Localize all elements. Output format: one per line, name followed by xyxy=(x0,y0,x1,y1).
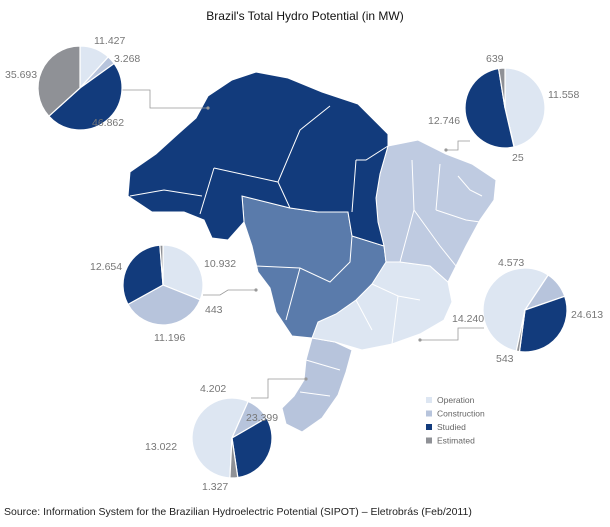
data-label-south-estimated: 1.327 xyxy=(202,481,228,493)
map-border-northeast xyxy=(399,159,483,267)
legend: Operation Construction Studied Estimated xyxy=(426,395,485,446)
pie-slice-southeast-estimated xyxy=(515,309,526,353)
data-label-northeast-estimated: 639 xyxy=(486,53,504,65)
pie-slice-north-estimated xyxy=(37,45,81,118)
data-label-center-west-estimated: 443 xyxy=(205,304,223,316)
map-border-north xyxy=(129,105,389,215)
pie-slice-south-estimated xyxy=(229,437,239,479)
legend-label-studied: Studied xyxy=(437,422,466,432)
pie-slice-south-studied xyxy=(231,417,273,479)
source-note: Source: Information System for the Brazi… xyxy=(4,506,472,518)
pie-southeast: 24.613 4.573 14.240 543 xyxy=(418,257,603,365)
leader-end-center-west xyxy=(254,288,258,292)
chart-title: Brazil's Total Hydro Potential (in MW) xyxy=(206,9,404,23)
map-region-northeast xyxy=(375,139,497,283)
map-border-south xyxy=(299,359,341,397)
data-label-center-west-operation: 10.932 xyxy=(204,258,236,270)
map-border-southeast xyxy=(355,283,421,345)
pie-slice-northeast-operation xyxy=(504,67,546,148)
pie-northeast: 11.558 25 12.746 639 xyxy=(428,53,579,164)
pie-slice-center-west-estimated xyxy=(159,244,164,286)
leader-line-south xyxy=(251,378,306,399)
pie-slice-southeast-operation xyxy=(482,267,550,352)
pie-slice-center-west-studied xyxy=(122,244,164,306)
pie-slice-south-operation xyxy=(191,397,249,479)
data-label-north-studied: 46.862 xyxy=(92,117,124,129)
data-label-northeast-construction: 25 xyxy=(512,152,524,164)
data-label-north-operation: 11.427 xyxy=(94,35,125,47)
leader-line-southeast xyxy=(420,327,484,341)
map-region-south xyxy=(281,337,353,433)
data-label-southeast-estimated: 543 xyxy=(496,353,514,365)
data-label-south-operation: 23.399 xyxy=(246,412,278,424)
leader-end-north xyxy=(206,106,210,110)
data-label-southeast-construction: 4.573 xyxy=(498,257,524,269)
legend-label-estimated: Estimated xyxy=(437,436,475,446)
map-border-center-west xyxy=(255,235,353,321)
data-label-southeast-operation: 24.613 xyxy=(571,309,603,321)
leader-end-southeast xyxy=(418,338,422,342)
leader-line-center-west xyxy=(203,289,256,296)
legend-swatch-studied xyxy=(426,424,432,430)
pie-slice-center-west-operation xyxy=(162,244,204,301)
data-label-south-construction: 4.202 xyxy=(200,383,226,395)
legend-label-operation: Operation xyxy=(437,395,475,405)
legend-label-construction: Construction xyxy=(437,409,485,419)
data-label-center-west-construction: 12.654 xyxy=(90,261,122,273)
pie-slice-north-studied xyxy=(48,62,123,131)
pie-charts: 11.427 3.268 46.862 35.693 11.558 25 12.746 639… xyxy=(5,35,603,493)
pie-south: 23.399 4.202 13.022 1.327 xyxy=(145,377,308,493)
leader-end-northeast xyxy=(444,148,448,152)
data-label-northeast-studied: 12.746 xyxy=(428,115,460,127)
pie-center-west: 10.932 12.654 11.196 443 xyxy=(90,244,258,344)
data-label-south-studied: 13.022 xyxy=(145,441,177,453)
legend-swatch-estimated xyxy=(426,437,432,444)
brazil-map xyxy=(127,71,497,433)
data-label-northeast-operation: 11.558 xyxy=(548,89,579,101)
pie-slice-southeast-studied xyxy=(518,295,568,353)
data-label-north-construction: 3.268 xyxy=(114,53,140,65)
legend-swatch-operation xyxy=(426,397,432,403)
data-label-southeast-studied: 14.240 xyxy=(452,313,484,325)
leader-line-northeast xyxy=(446,140,470,151)
data-label-center-west-studied: 11.196 xyxy=(154,332,185,344)
data-label-north-estimated: 35.693 xyxy=(5,69,37,81)
pie-north: 11.427 3.268 46.862 35.693 xyxy=(5,35,210,131)
legend-swatch-construction xyxy=(426,410,432,417)
pie-slice-northeast-estimated xyxy=(497,67,506,109)
map-region-north xyxy=(127,71,389,247)
leader-end-south xyxy=(304,377,308,381)
leader-line-north xyxy=(120,89,208,109)
